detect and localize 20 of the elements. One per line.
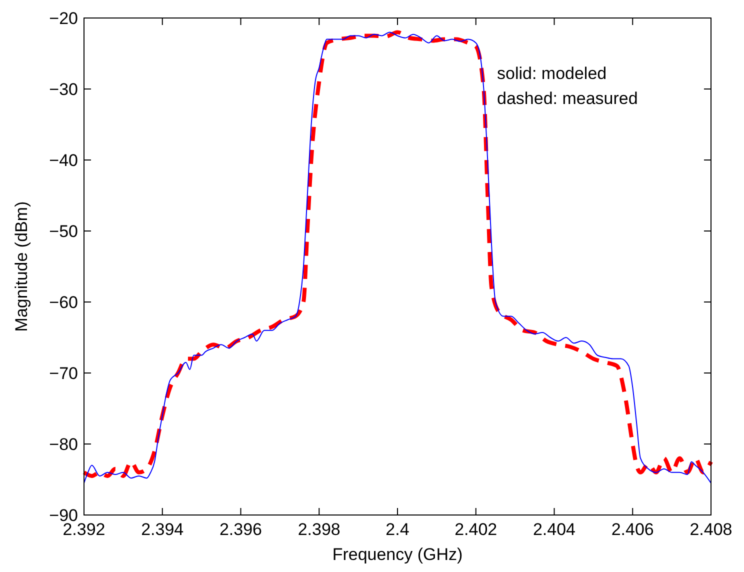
x-tick-label: 2.396 (219, 520, 262, 539)
y-tick-label: −70 (49, 364, 78, 383)
annotation: solid: modeled (497, 64, 607, 83)
x-tick-label: 2.398 (298, 520, 340, 539)
y-tick-label: −20 (49, 9, 78, 28)
y-axis-title: Magnitude (dBm) (12, 201, 31, 332)
y-tick-label: −40 (49, 151, 78, 170)
y-tick-label: −60 (49, 293, 78, 312)
y-tick-label: −50 (49, 222, 78, 241)
annotation: dashed: measured (497, 89, 638, 108)
x-tick-label: 2.392 (62, 520, 106, 539)
x-tick-label: 2.406 (611, 520, 654, 539)
x-axis-title: Frequency (GHz) (332, 545, 463, 564)
x-tick-label: 2.408 (690, 520, 732, 539)
x-tick-label: 2.4 (386, 520, 410, 539)
x-tick-label: 2.394 (141, 520, 184, 539)
y-tick-label: −80 (49, 435, 78, 454)
y-tick-label: −30 (49, 80, 78, 99)
x-tick-label: 2.404 (532, 520, 576, 539)
x-tick-label: 2.402 (454, 520, 498, 539)
